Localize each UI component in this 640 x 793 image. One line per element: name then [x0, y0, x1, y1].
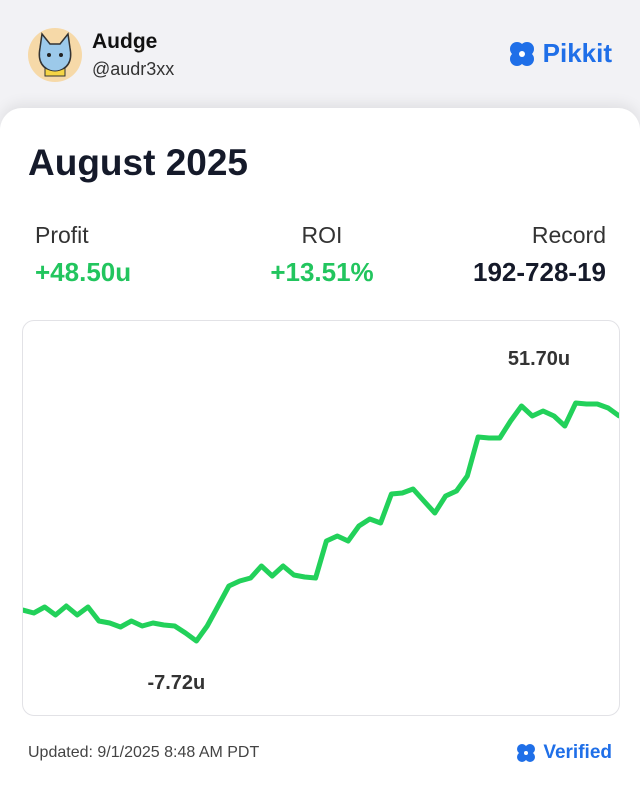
updated: Updated: 9/1/2025 8:48 AM PDT: [28, 744, 260, 761]
stat-label: ROI: [301, 222, 343, 248]
stat-label: Record: [531, 222, 606, 248]
stat-value: +48.50u: [35, 257, 132, 287]
extreme-label: -7.72u: [147, 672, 205, 694]
stat-value: +13.51%: [270, 257, 374, 287]
verified[interactable]: Verified: [515, 742, 612, 764]
user-name: Audge: [92, 30, 158, 53]
stat-label: Profit: [35, 222, 89, 248]
brand-name: Pikkit: [542, 38, 612, 68]
extreme-label: 51.70u: [508, 348, 570, 370]
card: August 2025 Profit +48.50u ROI +13.51% R…: [0, 108, 640, 793]
card-title: August 2025: [28, 142, 249, 183]
avatar-art: [38, 32, 72, 77]
chart: 51.70u -7.72u: [23, 348, 619, 694]
stat: Profit +48.50u: [35, 222, 131, 288]
chart-box: 51.70u -7.72u: [22, 320, 620, 716]
stat: Record 192-728-19: [473, 222, 606, 288]
avatar[interactable]: [28, 28, 82, 82]
brand-icon: [509, 41, 534, 66]
user-handle: @audr3xx: [92, 59, 175, 79]
verified-label: Verified: [543, 742, 612, 763]
verified-icon: [517, 744, 536, 762]
stat-value: 192-728-19: [473, 257, 606, 287]
brand[interactable]: Pikkit: [507, 38, 612, 69]
profit-line: [23, 400, 619, 644]
stat: ROI +13.51%: [262, 222, 382, 288]
